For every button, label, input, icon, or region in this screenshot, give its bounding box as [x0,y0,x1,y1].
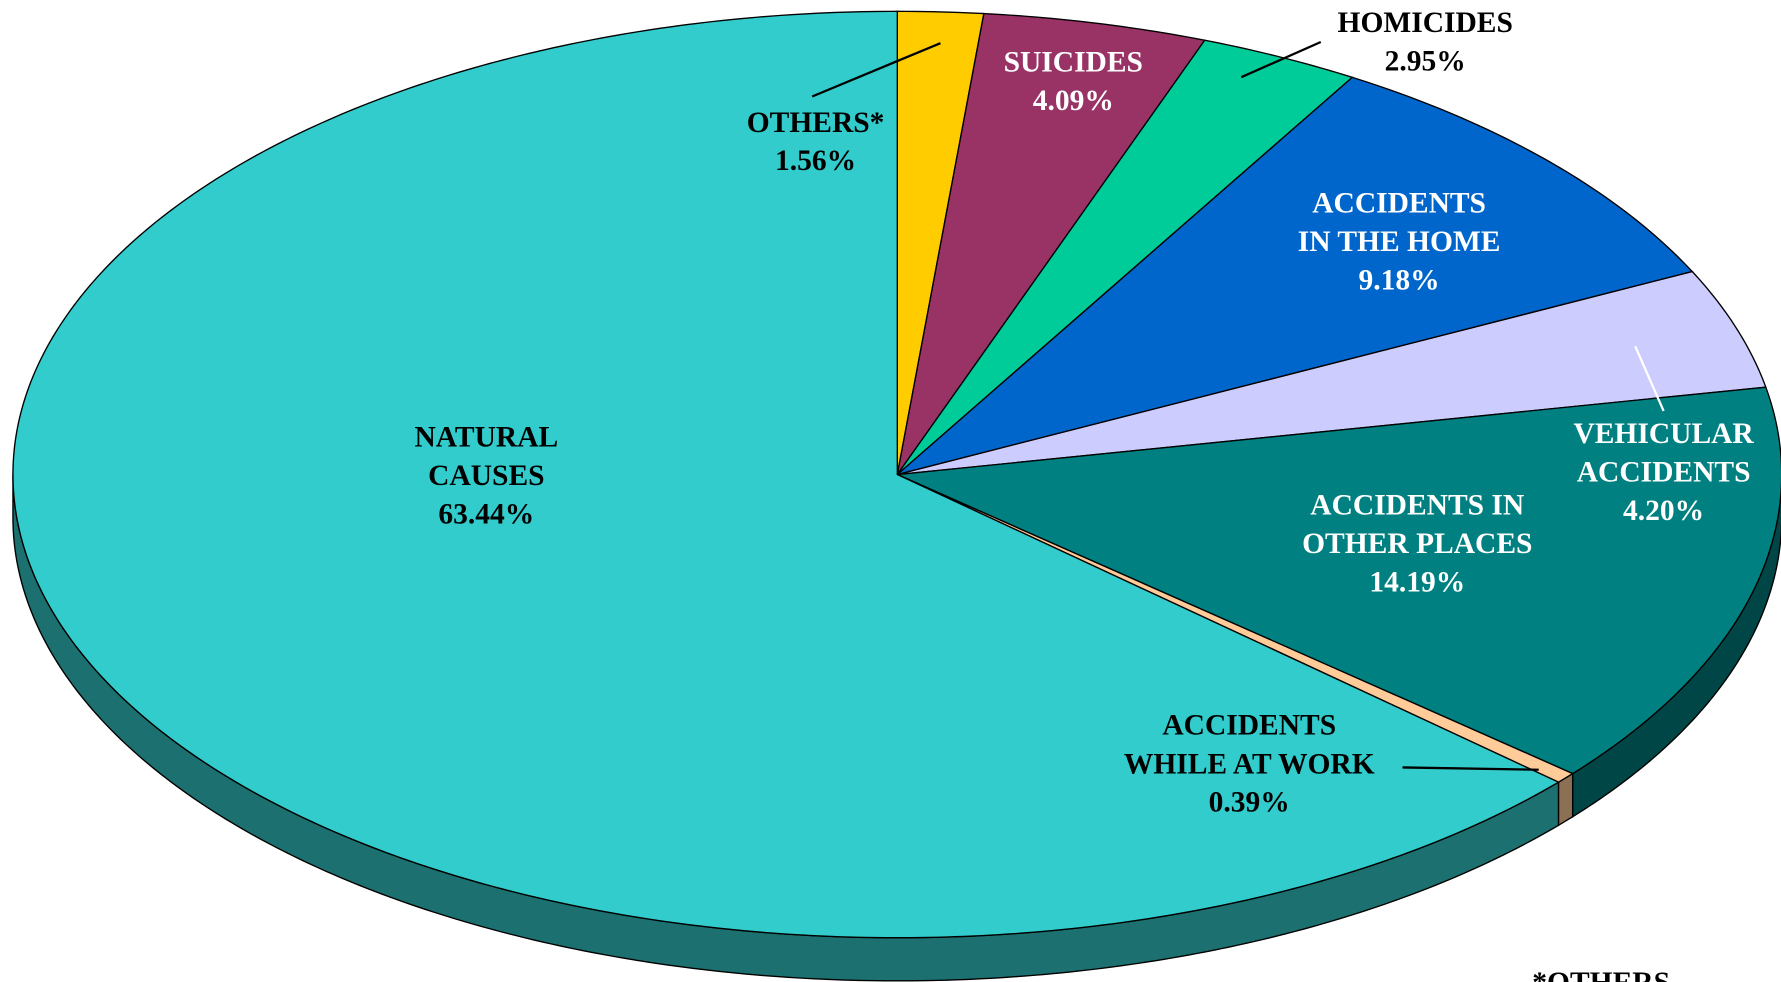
leader-lines [811,40,1665,771]
slice-label: OTHERS* [747,107,885,139]
slice-label: VEHICULAR ACCIDENTS [1573,418,1754,489]
value-label: 4.09% [1033,85,1114,117]
slice-label: ACCIDENTS IN THE HOME [1298,187,1501,258]
slice [896,76,1694,476]
leader-line [811,42,941,98]
slice [12,10,1560,939]
slice [896,39,1354,476]
value-label: 4.20% [1623,495,1704,527]
pie [12,10,1781,982]
slice-label: NATURAL CAUSES [415,421,559,492]
value-label: 1.56% [775,145,856,177]
value-label: 63.44% [438,498,534,530]
slice-label: HOMICIDES [1338,7,1513,39]
leader-line [1634,345,1665,412]
value-label: 2.95% [1385,45,1466,77]
slice-label: ACCIDENTS WHILE AT WORK [1124,709,1375,780]
labels: OTHERS* 1.56% SUICIDES 4.09% HOMICIDES 2.95% A… [415,7,1755,819]
value-label: 0.39% [1209,787,1290,819]
slice [896,12,1206,475]
slice-label: ACCIDENTS IN OTHER PLACES [1302,489,1532,560]
slice [897,270,1767,476]
value-label: 14.19% [1369,566,1465,598]
slice-label: SUICIDES [1004,46,1143,78]
leader-line [1402,766,1539,771]
value-label: 9.18% [1359,264,1440,296]
footnote: *OTHERS [1532,967,1670,982]
leader-line [1240,40,1322,79]
